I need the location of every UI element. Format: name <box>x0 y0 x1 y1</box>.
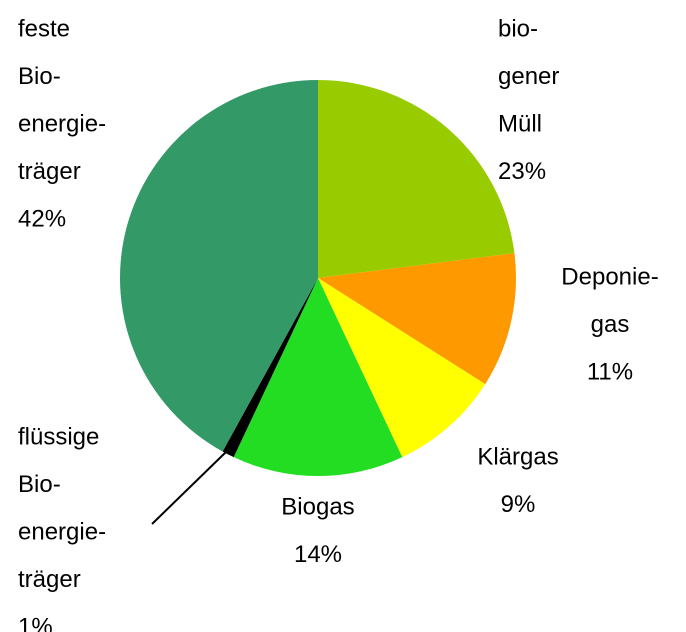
pie-slice <box>318 253 517 385</box>
value-label: 42% <box>18 205 66 232</box>
value-label: 23% <box>498 158 546 185</box>
value-label: 11% <box>587 358 633 385</box>
slice-label: bio- <box>498 15 538 42</box>
slice-label: gas <box>591 311 630 338</box>
value-label: 1% <box>18 613 53 632</box>
pie-slice <box>222 278 318 458</box>
slice-label: feste <box>18 15 70 42</box>
pie-slice <box>233 278 403 476</box>
pie-slice <box>318 80 515 278</box>
slice-label: energie- <box>18 110 106 137</box>
pie-slice <box>119 80 319 452</box>
slice-label: Deponie- <box>561 263 658 290</box>
pie-slice <box>318 278 486 458</box>
slice-label: Bio- <box>18 471 61 498</box>
slice-label: energie- <box>18 518 106 545</box>
leader-line <box>151 451 227 525</box>
slice-label: Müll <box>498 110 542 137</box>
slice-label: gener <box>498 63 559 90</box>
slice-label: Bio- <box>18 63 61 90</box>
slice-label: Biogas <box>281 493 354 520</box>
slice-label: träger <box>18 566 81 593</box>
slice-label: träger <box>18 158 81 185</box>
value-label: 14% <box>294 541 342 568</box>
slice-label: flüssige <box>18 423 99 450</box>
slice-label: Klärgas <box>477 443 558 470</box>
value-label: 9% <box>501 491 536 518</box>
